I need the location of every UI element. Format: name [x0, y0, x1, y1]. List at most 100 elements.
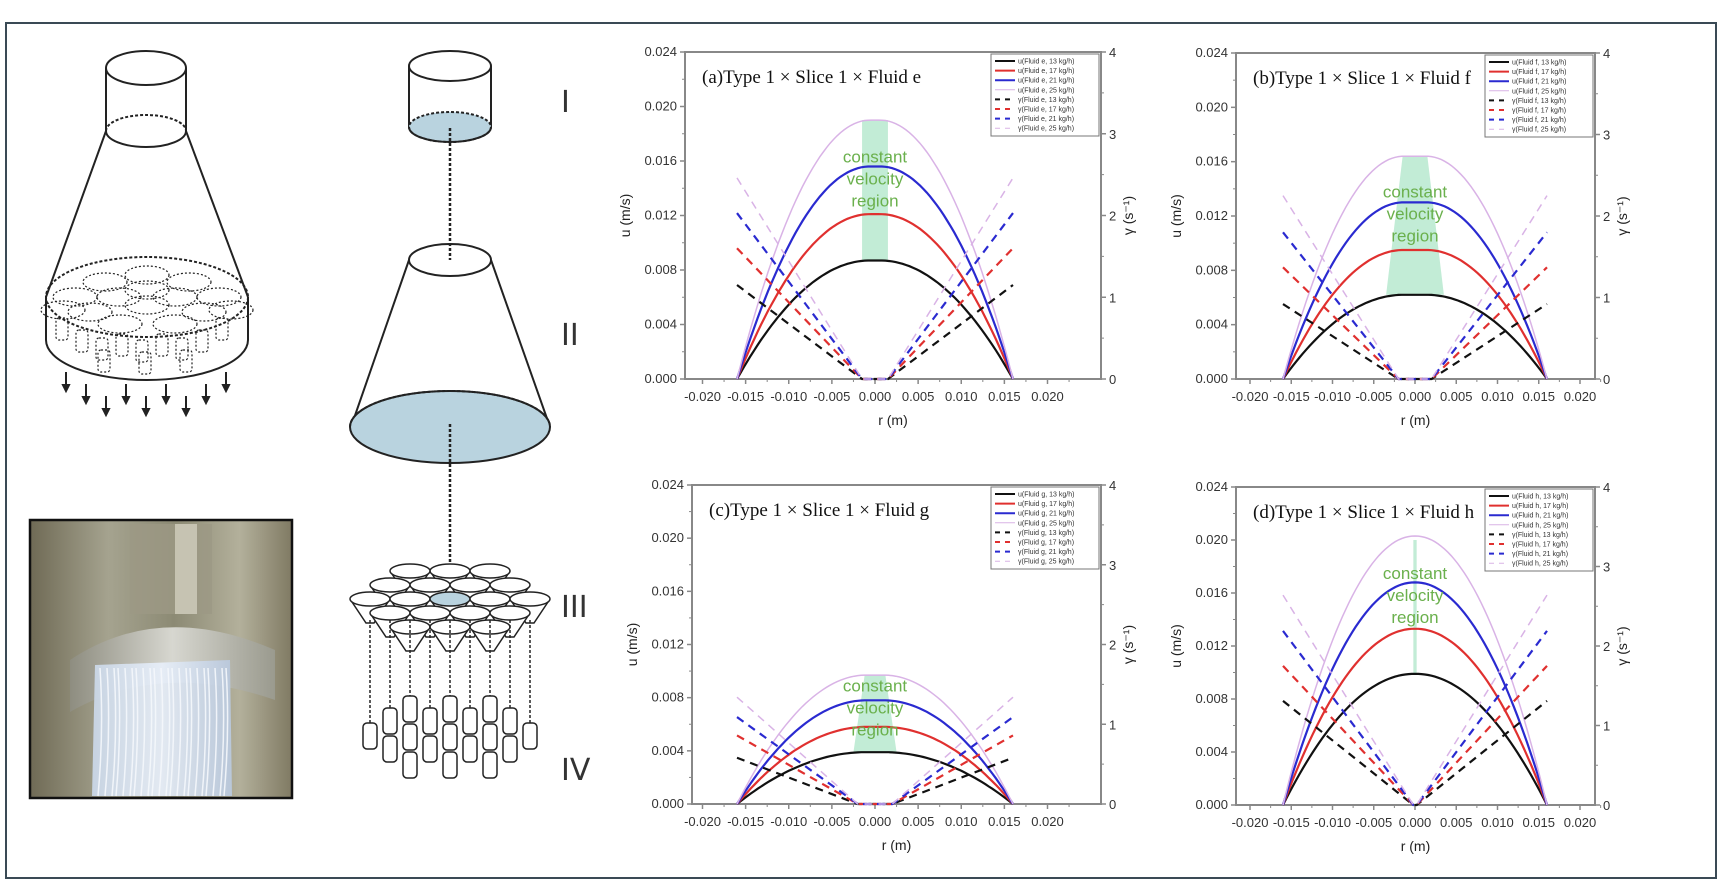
y2-tick-label: 0: [1603, 798, 1610, 813]
chart-panel-c: 0.000 0.004 0.008 0.012 0.016 0.020 0.024 0 1 2 3 4…: [624, 477, 1136, 853]
y2-tick-label: 0: [1109, 372, 1116, 387]
series-line-gamma-21: [1282, 630, 1548, 807]
y2-tick-label: 2: [1109, 209, 1116, 224]
water-strand: [194, 667, 200, 797]
legend-entry: γ(Fluid f, 13 kg/h): [1512, 98, 1566, 105]
y-tick-label: 0.004: [1195, 744, 1228, 759]
legend-entry: γ(Fluid h, 13 kg/h): [1512, 532, 1568, 539]
legend-entry: u(Fluid g, 13 kg/h): [1018, 492, 1074, 499]
x-tick-label: -0.010: [1314, 389, 1351, 404]
legend-entry: u(Fluid e, 21 kg/h): [1018, 78, 1074, 85]
water-strand: [111, 667, 117, 797]
y-tick-label: 0.000: [1195, 797, 1228, 812]
x-axis-label: r (m): [1401, 412, 1431, 428]
constant-velocity-annotation: velocity: [847, 169, 904, 188]
series-line-u-21: [736, 699, 1014, 805]
y-axis-label: u (m/s): [624, 623, 640, 667]
series-line-gamma-17: [1282, 266, 1548, 381]
y2-tick-label: 2: [1603, 639, 1610, 654]
constant-velocity-annotation: velocity: [1387, 205, 1444, 224]
exploded-stages-drawing: [349, 50, 551, 779]
legend-entry: u(Fluid f, 21 kg/h): [1512, 79, 1566, 86]
legend-entry: u(Fluid f, 17 kg/h): [1512, 69, 1566, 76]
panel-title: (a)Type 1 × Slice 1 × Fluid e: [702, 67, 921, 88]
chart-panel-d: 0.000 0.004 0.008 0.012 0.016 0.020 0.024 0 1 2 3 4…: [1168, 479, 1630, 854]
legend-entry: γ(Fluid e, 13 kg/h): [1018, 97, 1074, 104]
x-tick-label: 0.005: [902, 814, 935, 829]
hex-cell: [67, 302, 113, 322]
y-tick-label: 0.008: [644, 262, 677, 277]
legend-entry: γ(Fluid e, 21 kg/h): [1018, 116, 1074, 123]
outlet-tube: [215, 317, 229, 341]
stage4-tube: [482, 723, 498, 751]
water-strand: [140, 667, 146, 797]
series-line-gamma-21: [736, 212, 1014, 381]
stage-label-iv: IV: [561, 753, 591, 788]
arrow-head-icon: [201, 396, 211, 406]
y2-tick-label: 2: [1109, 638, 1116, 653]
series-line-u-13: [1282, 672, 1548, 806]
y-tick-label: 0.008: [1195, 691, 1228, 706]
assembled-distributor-drawing: [40, 50, 254, 418]
y-tick-label: 0.000: [1195, 371, 1228, 386]
constant-velocity-annotation: region: [851, 191, 898, 210]
series-line-u-17: [735, 213, 1015, 380]
x-tick-label: -0.020: [1232, 389, 1269, 404]
constant-velocity-band: [1386, 156, 1444, 295]
stage-label-i: I: [561, 85, 570, 120]
x-tick-label: -0.005: [1355, 389, 1392, 404]
y2-tick-label: 1: [1603, 719, 1610, 734]
arrow-head-icon: [121, 396, 131, 406]
stage4-tube: [402, 695, 418, 723]
series-line-gamma-13: [1282, 303, 1548, 381]
series-line-u-25: [736, 119, 1014, 380]
stage2-bottom-back: [349, 390, 551, 428]
legend-entry: u(Fluid f, 25 kg/h): [1512, 88, 1566, 95]
y2-tick-label: 3: [1109, 127, 1116, 142]
y-tick-label: 0.004: [651, 743, 684, 758]
outlet-tube: [95, 337, 109, 361]
panel-title: (d)Type 1 × Slice 1 × Fluid h: [1253, 502, 1475, 523]
y-tick-label: 0.020: [1195, 99, 1228, 114]
series-line-gamma-25: [736, 177, 1014, 380]
y2-tick-label: 1: [1109, 717, 1116, 732]
y2-tick-label: 4: [1109, 45, 1116, 60]
x-tick-label: 0.000: [859, 389, 892, 404]
inlet-bottom-front: [105, 130, 187, 148]
y2-tick-label: 4: [1109, 478, 1116, 493]
hex-cell: [196, 287, 242, 307]
y2-tick-label: 1: [1603, 291, 1610, 306]
series-line-gamma-13: [736, 756, 1014, 806]
constant-velocity-annotation: constant: [843, 147, 908, 166]
hex-cell: [40, 300, 86, 320]
water-strand: [223, 667, 229, 797]
stage2-left-wall: [350, 259, 410, 428]
stage4-tube: [362, 722, 378, 750]
x-tick-label: -0.015: [1273, 815, 1310, 830]
y2-tick-label: 2: [1603, 209, 1610, 224]
water-strand: [151, 667, 157, 797]
y-tick-label: 0.012: [644, 208, 677, 223]
legend-entry: γ(Fluid g, 21 kg/h): [1018, 549, 1074, 556]
water-strand: [183, 667, 189, 797]
water-strand: [212, 667, 218, 797]
y-tick-label: 0.000: [644, 371, 677, 386]
stage4-tube: [382, 707, 398, 735]
legend-entry: u(Fluid h, 21 kg/h): [1512, 513, 1568, 520]
x-tick-label: 0.020: [1564, 389, 1597, 404]
series-line-u-25: [736, 674, 1014, 805]
series-line-u-17: [1282, 248, 1548, 380]
stage4-tube: [402, 723, 418, 751]
y2-axis-label: γ (s⁻¹): [1120, 196, 1136, 235]
stage4-tube: [382, 735, 398, 763]
y-tick-label: 0.008: [651, 690, 684, 705]
legend-entry: u(Fluid e, 25 kg/h): [1018, 87, 1074, 94]
y-tick-label: 0.016: [1195, 154, 1228, 169]
water-strand: [205, 667, 211, 797]
hex-cell: [152, 314, 198, 334]
arrow-head-icon: [81, 396, 91, 406]
cone-left-wall: [45, 130, 107, 298]
x-tick-label: 0.010: [1481, 815, 1514, 830]
chart-panel-b: 0.000 0.004 0.008 0.012 0.016 0.020 0.024 0 1 2 3 4…: [1168, 45, 1630, 428]
constant-velocity-annotation: constant: [1383, 564, 1448, 583]
